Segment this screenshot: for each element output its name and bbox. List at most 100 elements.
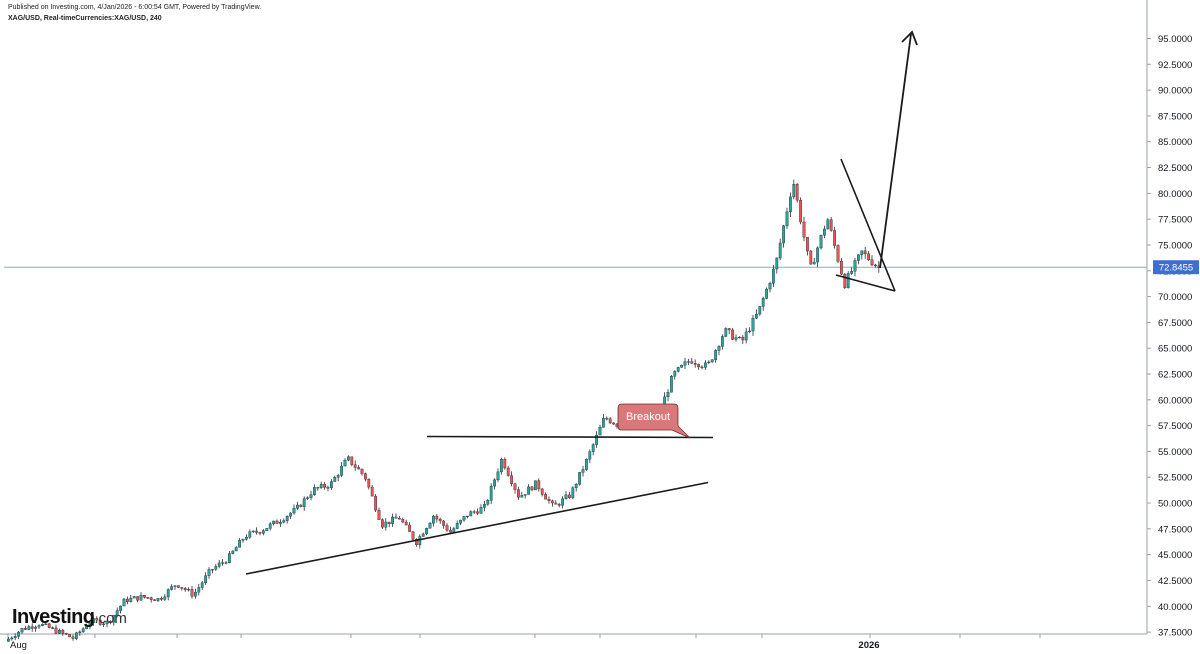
candle (503, 457, 507, 470)
candle (190, 586, 194, 599)
candle (676, 366, 680, 373)
candle (370, 485, 374, 497)
candle (343, 458, 347, 467)
candle (700, 365, 704, 370)
candle-body (364, 473, 367, 480)
candle-body (527, 486, 531, 495)
candle (374, 494, 377, 512)
candle-body (863, 250, 867, 255)
candle-body (30, 626, 34, 629)
candle-body (24, 628, 27, 630)
candle-body (782, 225, 786, 244)
candle-body (180, 587, 184, 589)
candle (244, 534, 248, 541)
breakout-label: Breakout (626, 411, 670, 423)
candle-body (449, 529, 452, 533)
candle-body (279, 521, 282, 524)
candle-body (442, 520, 445, 526)
candle (418, 534, 422, 549)
candle (306, 496, 309, 501)
candle (221, 559, 224, 566)
price-tick-label: 55.0000 (1158, 447, 1192, 458)
candle (115, 607, 119, 618)
candle (163, 594, 167, 602)
candle-body (795, 184, 799, 201)
candle (285, 515, 289, 524)
candle (255, 527, 258, 535)
price-tick-label: 92.5000 (1158, 60, 1192, 71)
candle (540, 487, 544, 497)
candle (193, 588, 197, 599)
candle-body (61, 629, 65, 634)
candle-body (503, 459, 507, 469)
candle (591, 443, 595, 456)
candle (347, 455, 350, 462)
candle (411, 531, 415, 541)
candle-body (421, 533, 425, 537)
candle (105, 620, 109, 628)
breakout-callout (617, 403, 691, 439)
candle-body (530, 486, 534, 491)
candle-body (765, 288, 769, 299)
candle-body (727, 328, 731, 331)
candle (476, 508, 479, 516)
candle (761, 296, 765, 311)
candle (384, 518, 388, 531)
candle-body (47, 623, 51, 628)
candle-body (605, 418, 609, 420)
candle-body (523, 494, 527, 496)
candle (588, 449, 592, 463)
candle (690, 357, 694, 365)
candle (612, 422, 616, 425)
candle-body (231, 550, 235, 554)
candle-body (136, 596, 139, 601)
candle-body (676, 367, 680, 372)
candle-body (197, 587, 201, 593)
candle (795, 182, 799, 203)
candle-body (187, 589, 190, 591)
candle (268, 522, 272, 531)
price-tick-label: 95.0000 (1158, 34, 1192, 45)
candle (183, 586, 187, 592)
projection-arrow-shaft (879, 33, 912, 269)
candle-body (816, 247, 820, 263)
candle-body (367, 479, 371, 488)
candle (846, 271, 850, 289)
candle (432, 514, 435, 527)
candle-body (673, 371, 677, 377)
price-tick-label: 87.5000 (1158, 111, 1192, 122)
candle-body (568, 494, 571, 498)
candle (442, 519, 445, 529)
price-tick-label: 82.5000 (1158, 163, 1192, 174)
candle-body (846, 273, 850, 288)
candle-body (581, 469, 585, 473)
candle (146, 597, 150, 600)
candle-body (156, 597, 160, 601)
candle-body (289, 512, 292, 517)
candle-body (377, 509, 381, 520)
candle (680, 364, 684, 368)
price-tick-label: 62.5000 (1158, 370, 1192, 381)
candle-body (217, 562, 221, 567)
candle (231, 550, 235, 555)
candle (744, 327, 748, 344)
candle (870, 255, 874, 267)
candle-body (227, 553, 231, 563)
candle-body (748, 330, 752, 333)
candle-body (860, 250, 864, 255)
candle-body (299, 504, 303, 507)
candle-body (183, 588, 187, 591)
candle (61, 628, 65, 636)
candle-body (489, 485, 493, 501)
last-price-badge (1153, 260, 1199, 275)
candle-body (840, 261, 843, 275)
candle (867, 251, 871, 261)
candle (258, 531, 262, 536)
candle-body (258, 532, 262, 534)
candle (782, 224, 786, 248)
candle-body (721, 336, 724, 347)
candle-body (608, 418, 612, 424)
candle (557, 502, 561, 508)
candle-body (282, 520, 286, 523)
